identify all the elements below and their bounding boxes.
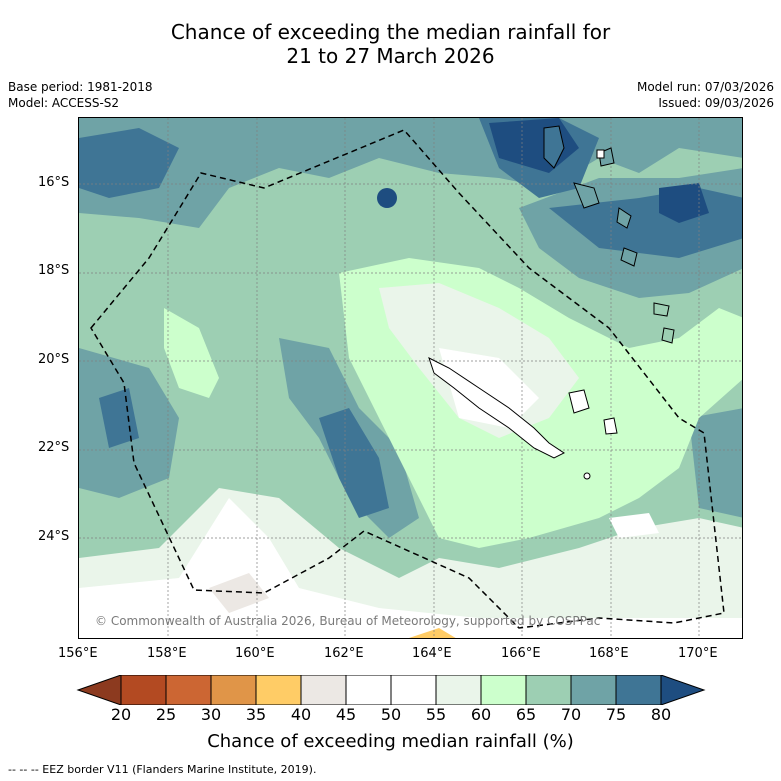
colorbar-segment-above-80 <box>660 675 706 705</box>
colorbar-segment-55-60 <box>435 675 482 705</box>
vanuatu-malakula <box>573 182 600 209</box>
colorbar-segment-65-70 <box>525 675 572 705</box>
graticule <box>79 118 742 638</box>
lon-tick-160e: 160°E <box>235 646 275 661</box>
colorbar-segment-30-35 <box>210 675 257 705</box>
colorbar-label-55: 55 <box>425 705 447 724</box>
colorbar-segment-75-80 <box>615 675 662 705</box>
colorbar-segment-45-50 <box>345 675 392 705</box>
colorbar-label-60: 60 <box>470 705 492 724</box>
colorbar-title: Chance of exceeding median rainfall (%) <box>207 731 574 752</box>
lat-tick-24s: 24°S <box>38 529 70 544</box>
vanuatu-erromango <box>620 247 638 267</box>
new-caledonia-island <box>428 357 565 459</box>
vanuatu-small-isle <box>596 149 605 159</box>
colorbar-segment-below-20 <box>76 675 122 705</box>
band-35-40-spot <box>409 628 456 638</box>
vanuatu-espiritu-santo <box>543 125 565 169</box>
lon-tick-170e: 170°E <box>678 646 718 661</box>
rainfall-map <box>78 117 743 639</box>
colorbar-segment-40-45 <box>300 675 347 705</box>
colorbar-segment-25-30 <box>165 675 212 705</box>
band-40-45-spot <box>209 573 269 613</box>
map-title-line1: Chance of exceeding the median rainfall … <box>170 20 611 44</box>
colorbar-label-45: 45 <box>335 705 357 724</box>
eez-footnote: -- -- -- EEZ border V11 (Flanders Marine… <box>8 763 317 776</box>
issued-date: Issued: 09/03/2026 <box>658 96 774 110</box>
lat-tick-18s: 18°S <box>38 263 70 278</box>
rainfall-map-canvas <box>79 118 742 638</box>
band-75-80-northwest <box>79 128 179 198</box>
colorbar-segment-70-75 <box>570 675 617 705</box>
colorbar-label-30: 30 <box>200 705 222 724</box>
band-70-75-southeast <box>689 408 742 518</box>
vanuatu-tanna <box>653 302 670 317</box>
band-50-55-central <box>439 348 539 428</box>
band-80-spot <box>377 188 397 208</box>
colorbar-label-25: 25 <box>155 705 177 724</box>
lat-tick-22s: 22°S <box>38 440 70 455</box>
colorbar-label-65: 65 <box>515 705 537 724</box>
colorbar <box>76 675 706 705</box>
colorbar-label-35: 35 <box>245 705 267 724</box>
band-45-55-spot <box>609 513 659 538</box>
isle-of-pines <box>583 472 591 480</box>
colorbar-segment-20-25 <box>120 675 167 705</box>
band-75-80-central <box>319 408 389 518</box>
loyalty-island-small <box>603 417 618 435</box>
colorbar-label-80: 80 <box>650 705 672 724</box>
lon-tick-166e: 166°E <box>501 646 541 661</box>
colorbar-segment-35-40 <box>255 675 302 705</box>
lat-tick-16s: 16°S <box>38 175 70 190</box>
lon-tick-168e: 168°E <box>589 646 629 661</box>
colorbar-label-75: 75 <box>605 705 627 724</box>
band-80-east <box>659 183 709 223</box>
model-run: Model run: 07/03/2026 <box>636 80 774 94</box>
lon-tick-156e: 156°E <box>58 646 98 661</box>
vanuatu-aneityum <box>661 327 675 344</box>
colorbar-label-20: 20 <box>110 705 132 724</box>
lon-tick-158e: 158°E <box>147 646 187 661</box>
colorbar-segment-60-65 <box>480 675 527 705</box>
vanuatu-efate <box>616 207 632 229</box>
lon-tick-164e: 164°E <box>412 646 452 661</box>
colorbar-label-50: 50 <box>380 705 402 724</box>
model-name: Model: ACCESS-S2 <box>8 96 120 110</box>
copyright-text: © Commonwealth of Australia 2026, Bureau… <box>95 614 601 628</box>
colorbar-label-40: 40 <box>290 705 312 724</box>
colorbar-label-70: 70 <box>560 705 582 724</box>
base-period: Base period: 1981-2018 <box>8 80 153 94</box>
lon-tick-162e: 162°E <box>324 646 364 661</box>
lat-tick-20s: 20°S <box>38 352 70 367</box>
eez-border <box>90 129 725 629</box>
loyalty-islands <box>568 389 590 414</box>
band-75-80-west <box>99 388 139 448</box>
map-title-line2: 21 to 27 March 2026 <box>286 44 495 68</box>
colorbar-segment-50-55 <box>390 675 437 705</box>
band-60-65-west <box>164 308 219 398</box>
